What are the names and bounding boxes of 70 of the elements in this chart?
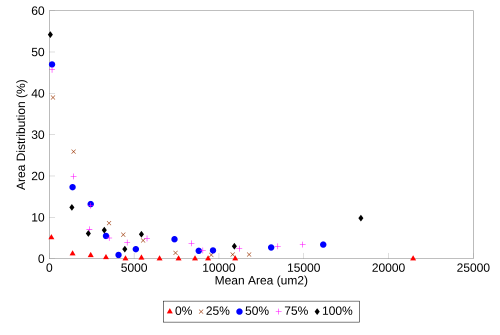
legend-label: 0% <box>175 306 192 316</box>
point <box>48 61 56 68</box>
point <box>102 227 107 234</box>
point <box>124 240 130 246</box>
point <box>122 256 128 261</box>
point <box>103 254 109 260</box>
point <box>173 250 178 256</box>
y-tick-label: 50 <box>32 48 44 56</box>
point <box>144 235 150 242</box>
point <box>115 252 122 258</box>
point <box>138 231 144 238</box>
point <box>208 252 214 258</box>
y-tick-label: 10 <box>32 213 44 222</box>
point <box>246 252 252 258</box>
point <box>138 254 144 260</box>
point <box>71 149 76 154</box>
x-tick-label: 10000 <box>203 264 236 272</box>
x-tick-label: 25000 <box>457 264 490 272</box>
point <box>106 220 112 226</box>
point <box>48 32 53 38</box>
point <box>358 215 364 222</box>
point <box>69 204 74 211</box>
point <box>88 252 94 258</box>
y-tick-label: 0 <box>38 254 44 264</box>
point <box>196 248 202 254</box>
y-axis-title: Area Distribution (%) <box>16 80 28 190</box>
point <box>232 256 238 261</box>
point <box>86 230 91 237</box>
point <box>48 234 54 240</box>
point <box>122 246 128 253</box>
y-tick-label: 60 <box>32 6 44 16</box>
point <box>320 242 326 248</box>
point <box>176 256 182 261</box>
y-tick-label: 20 <box>32 172 44 180</box>
point <box>230 252 236 258</box>
legend-label: 25% <box>206 306 230 316</box>
legend-label: 50% <box>246 306 269 316</box>
legend-label: 75% <box>284 306 308 316</box>
point <box>86 226 93 233</box>
point <box>48 66 56 74</box>
point <box>50 95 56 100</box>
legend-label: 100% <box>322 306 352 316</box>
point <box>132 246 140 253</box>
point <box>410 256 416 261</box>
point <box>102 232 110 240</box>
point <box>106 234 112 242</box>
point <box>236 246 242 252</box>
y-tick-label: 30 <box>32 130 44 140</box>
point <box>205 256 211 261</box>
x-tick-label: 20000 <box>372 264 405 272</box>
point <box>120 232 126 238</box>
x-tick-label: 15000 <box>288 264 320 272</box>
x-axis-title: Mean Area (um2) <box>216 276 308 288</box>
point <box>70 173 77 180</box>
point <box>70 250 76 256</box>
x-tick-label: 0 <box>46 264 52 272</box>
point <box>140 238 146 243</box>
point <box>210 247 216 254</box>
x-tick-label: 5000 <box>121 264 148 272</box>
point <box>232 243 237 250</box>
point <box>192 256 198 261</box>
point <box>274 243 281 250</box>
point <box>156 256 162 261</box>
point <box>69 184 76 191</box>
point <box>188 240 195 247</box>
point <box>171 236 178 243</box>
point <box>200 247 206 254</box>
y-tick-label: 40 <box>32 89 44 98</box>
point <box>300 242 306 248</box>
point <box>268 244 274 251</box>
